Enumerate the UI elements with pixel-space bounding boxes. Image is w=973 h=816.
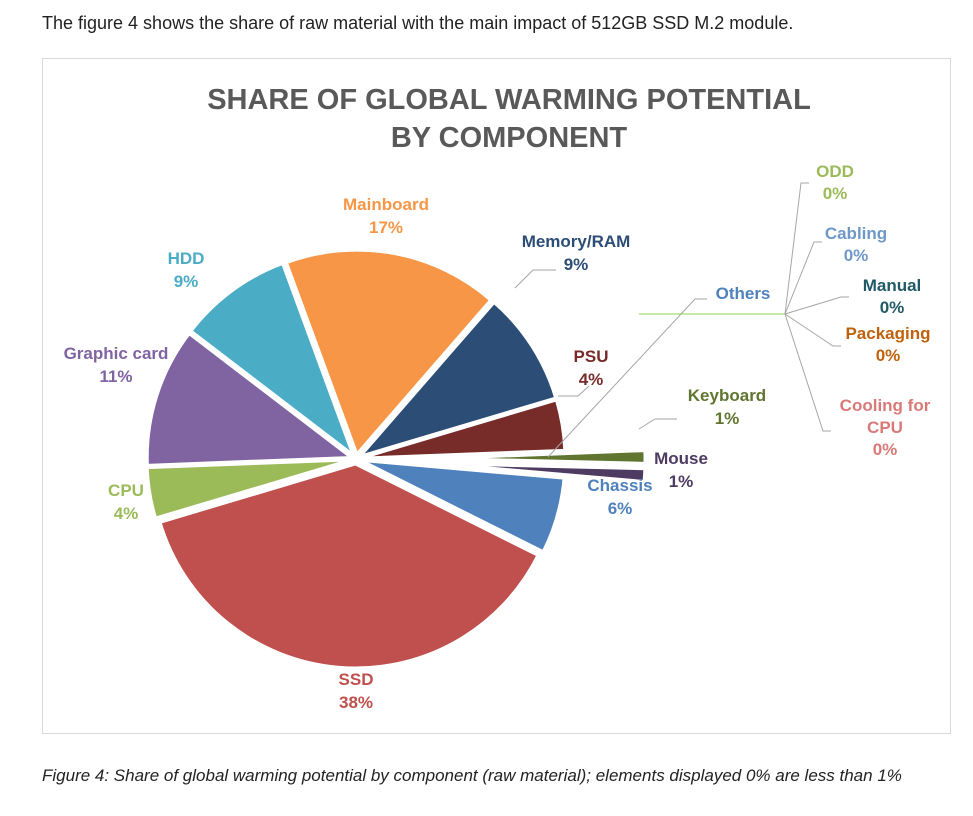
chart-title-line-1: SHARE OF GLOBAL WARMING POTENTIAL	[207, 84, 811, 116]
others-leader-odd	[784, 182, 809, 315]
others-item-value-cabling: 0%	[844, 246, 869, 265]
pie-slices	[145, 248, 647, 670]
slice-value-ssd: 38%	[339, 693, 373, 712]
slice-name-ssd: SSD	[339, 670, 374, 689]
pie-slice-ssd	[158, 462, 540, 670]
pie-slice-mouse	[440, 462, 647, 484]
others-item-name-manual: Manual	[863, 276, 922, 295]
others-item-value-cooling-for-cpu: 0%	[873, 440, 898, 459]
pie-slice-hdd	[188, 261, 357, 460]
slice-value-mainboard: 17%	[369, 218, 403, 237]
slice-value-graphic-card: 11%	[99, 367, 132, 386]
figure-caption: Figure 4: Share of global warming potent…	[42, 766, 902, 785]
slice-name-mouse: Mouse	[654, 449, 708, 468]
pie-slice-psu	[360, 398, 567, 460]
leader-memory-ram	[514, 269, 556, 289]
others-leader-packaging	[784, 313, 841, 347]
others-item-value-packaging: 0%	[876, 346, 901, 365]
slice-labels: Chassis 6% SSD 38% CPU 4% Graphic card 11% HDD 9%…	[64, 195, 767, 712]
pie-slice-memory-ram	[355, 300, 558, 460]
slice-name-cpu: CPU	[108, 481, 144, 500]
slice-name-graphic-card: Graphic card	[64, 344, 169, 363]
slice-name-hdd: HDD	[168, 249, 205, 268]
slice-name-mainboard: Mainboard	[343, 195, 429, 214]
pie-slice-graphic-card	[145, 331, 356, 467]
others-item-name-cooling-for-cpu: Cooling for CPU	[840, 396, 931, 437]
slice-value-keyboard: 1%	[715, 409, 740, 428]
others-item-value-manual: 0%	[880, 298, 905, 317]
slice-value-chassis: 6%	[608, 499, 633, 518]
slice-value-mouse: 1%	[669, 472, 694, 491]
others-label: Others	[716, 284, 771, 303]
slice-value-memory-ram: 9%	[564, 255, 589, 274]
leader-psu	[558, 385, 590, 397]
leader-keyboard	[638, 418, 677, 430]
others-item-name-odd: ODD	[816, 162, 854, 181]
slice-name-keyboard: Keyboard	[688, 386, 766, 405]
pie-slice-cpu	[145, 458, 352, 520]
leader-lines	[514, 269, 707, 458]
intro-text: The figure 4 shows the share of raw mate…	[42, 13, 794, 33]
slice-name-chassis: Chassis	[587, 476, 652, 495]
slice-name-psu: PSU	[574, 347, 609, 366]
leader-others	[547, 298, 707, 458]
pie-slice-chassis	[360, 458, 566, 554]
others-leader-cooling-for-cpu	[784, 313, 831, 432]
others-item-name-packaging: Packaging	[845, 324, 930, 343]
others-item-value-odd: 0%	[823, 184, 848, 203]
pie-slice-mainboard	[284, 248, 493, 457]
slice-value-cpu: 4%	[114, 504, 139, 523]
slice-value-psu: 4%	[579, 370, 604, 389]
pie-chart: SHARE OF GLOBAL WARMING POTENTIAL BY COM…	[64, 84, 931, 712]
slice-name-memory-ram: Memory/RAM	[522, 232, 631, 251]
pie-slice-keyboard	[440, 449, 647, 465]
chart-title-line-2: BY COMPONENT	[391, 122, 628, 154]
others-leader-cabling	[784, 241, 822, 315]
slice-value-hdd: 9%	[174, 272, 199, 291]
others-item-name-cabling: Cabling	[825, 224, 887, 243]
others-leader-manual	[784, 296, 849, 315]
others-breakdown: Others ODD 0% Cabling 0% Manual 0% Packaging 0% C…	[639, 162, 931, 459]
chart-frame: SHARE OF GLOBAL WARMING POTENTIAL BY COM…	[42, 58, 951, 734]
